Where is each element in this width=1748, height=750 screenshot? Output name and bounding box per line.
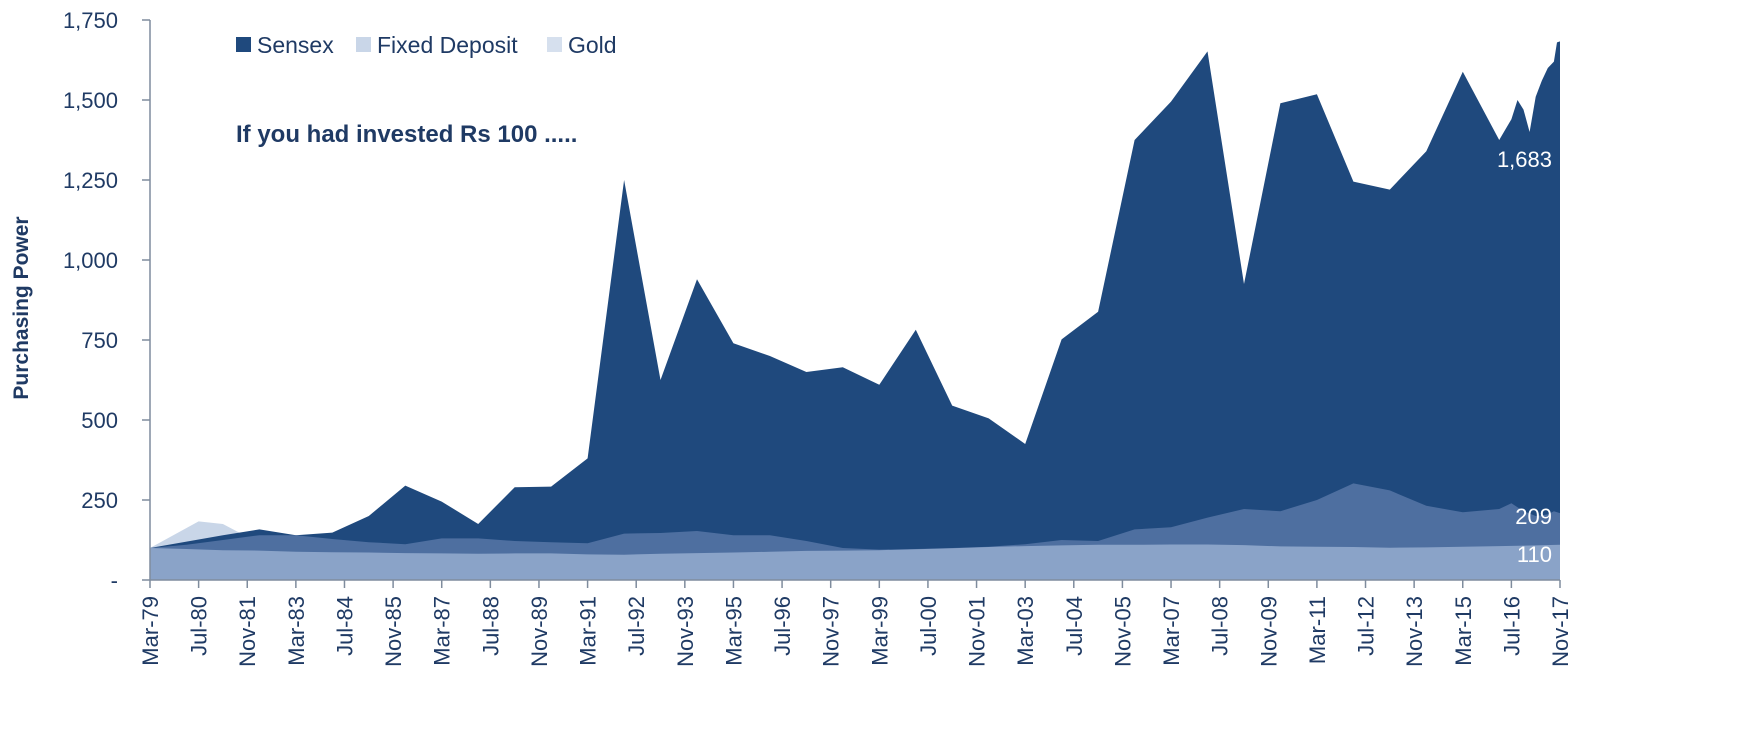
x-tick-label: Jul-00 — [916, 596, 941, 656]
legend-swatch-gold — [547, 37, 562, 52]
x-tick-label: Mar-99 — [867, 596, 892, 666]
x-tick-label: Mar-03 — [1013, 596, 1038, 666]
legend-label-gold: Gold — [568, 32, 617, 58]
legend-swatch-sensex — [236, 37, 251, 52]
x-tick-label: Nov-89 — [527, 596, 552, 667]
y-tick-label: 1,750 — [63, 8, 118, 33]
x-tick-label: Nov-93 — [673, 596, 698, 667]
x-tick-label: Nov-97 — [819, 596, 844, 667]
annotation-text: If you had invested Rs 100 ..... — [236, 121, 577, 148]
x-tick-label: Jul-12 — [1354, 596, 1379, 656]
end-label-gold: 110 — [1517, 542, 1552, 567]
x-tick-label: Nov-05 — [1110, 596, 1135, 667]
legend-swatch-fixed-deposit — [356, 37, 371, 52]
x-tick-label: Mar-91 — [576, 596, 601, 666]
x-tick-label: Nov-85 — [381, 596, 406, 667]
x-tick-label: Mar-95 — [721, 596, 746, 666]
x-tick-label: Mar-11 — [1305, 596, 1330, 664]
y-tick-label: 1,000 — [63, 248, 118, 273]
x-tick-label: Mar-07 — [1159, 596, 1184, 666]
x-tick-label: Nov-81 — [235, 596, 260, 667]
x-tick-label: Mar-15 — [1451, 596, 1476, 666]
x-tick-label: Mar-83 — [284, 596, 309, 666]
x-tick-label: Jul-08 — [1208, 596, 1233, 656]
x-tick-label: Mar-79 — [138, 596, 163, 666]
x-tick-label: Jul-80 — [187, 596, 212, 656]
y-axis-title: Purchasing Power — [10, 216, 33, 399]
y-tick-label: 1,500 — [63, 88, 118, 113]
x-tick-label: Nov-09 — [1256, 596, 1281, 667]
y-tick-label: - — [111, 568, 118, 593]
sensex-area — [150, 41, 1560, 580]
end-label-sensex: 1,683 — [1497, 147, 1552, 172]
x-tick-label: Nov-01 — [965, 596, 990, 667]
x-tick-label: Jul-96 — [770, 596, 795, 656]
y-tick-label: 1,250 — [63, 168, 118, 193]
y-tick-label: 750 — [81, 328, 118, 353]
x-tick-label: Nov-13 — [1402, 596, 1427, 667]
x-tick-label: Jul-84 — [332, 596, 357, 656]
legend-label-fixed-deposit: Fixed Deposit — [377, 32, 518, 58]
legend-label-sensex: Sensex — [257, 32, 334, 58]
x-tick-label: Nov-17 — [1548, 596, 1573, 667]
gold-area — [150, 544, 1560, 580]
x-tick-label: Mar-87 — [430, 596, 455, 666]
x-tick-label: Jul-92 — [624, 596, 649, 656]
x-tick-label: Jul-88 — [478, 596, 503, 656]
end-label-fixed-deposit: 209 — [1515, 504, 1552, 529]
x-tick-label: Jul-16 — [1499, 596, 1524, 656]
x-tick-label: Jul-04 — [1062, 596, 1087, 656]
y-tick-label: 250 — [81, 488, 118, 513]
y-tick-label: 500 — [81, 408, 118, 433]
